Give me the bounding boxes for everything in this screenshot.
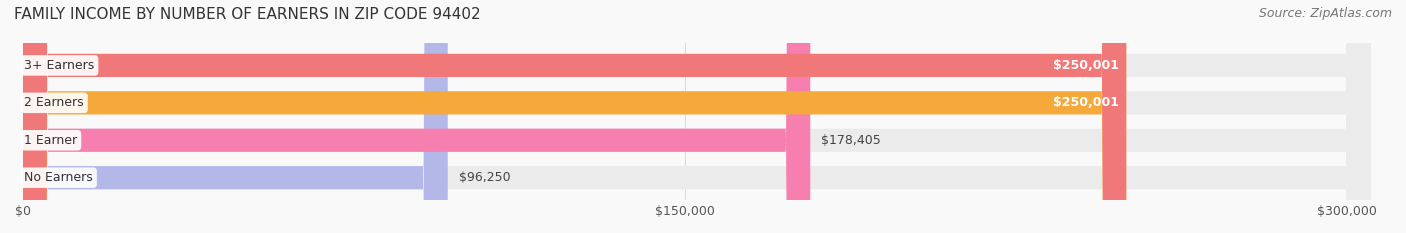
Text: FAMILY INCOME BY NUMBER OF EARNERS IN ZIP CODE 94402: FAMILY INCOME BY NUMBER OF EARNERS IN ZI… bbox=[14, 7, 481, 22]
FancyBboxPatch shape bbox=[22, 0, 1126, 233]
Text: 2 Earners: 2 Earners bbox=[24, 96, 84, 109]
FancyBboxPatch shape bbox=[22, 0, 447, 233]
Text: Source: ZipAtlas.com: Source: ZipAtlas.com bbox=[1258, 7, 1392, 20]
Text: No Earners: No Earners bbox=[24, 171, 93, 184]
FancyBboxPatch shape bbox=[22, 0, 1371, 233]
FancyBboxPatch shape bbox=[22, 0, 1126, 233]
FancyBboxPatch shape bbox=[22, 0, 1371, 233]
FancyBboxPatch shape bbox=[22, 0, 1371, 233]
Text: 1 Earner: 1 Earner bbox=[24, 134, 77, 147]
FancyBboxPatch shape bbox=[22, 0, 810, 233]
FancyBboxPatch shape bbox=[22, 0, 1371, 233]
Text: $250,001: $250,001 bbox=[1053, 59, 1119, 72]
Text: 3+ Earners: 3+ Earners bbox=[24, 59, 94, 72]
Text: $96,250: $96,250 bbox=[458, 171, 510, 184]
Text: $250,001: $250,001 bbox=[1053, 96, 1119, 109]
Text: $178,405: $178,405 bbox=[821, 134, 882, 147]
